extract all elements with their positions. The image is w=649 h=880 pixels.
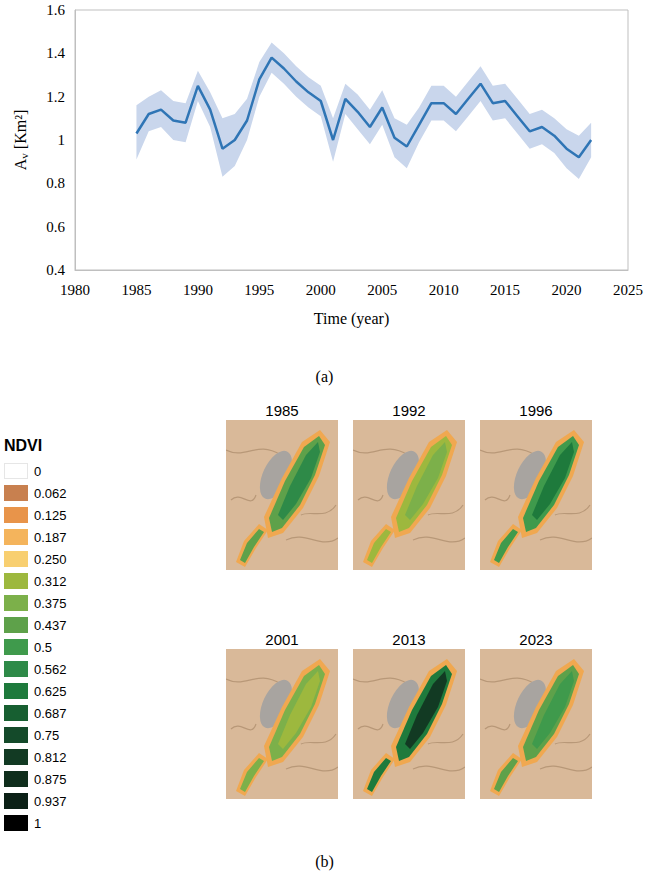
svg-text:2015: 2015 — [490, 282, 520, 298]
html-text:2013: 2013 — [392, 631, 426, 648]
html-text:1992: 1992 — [392, 402, 426, 419]
svg-text:[Km²]: [Km²] — [12, 110, 29, 153]
svg-text:v: v — [17, 153, 30, 159]
html-text:1996: 1996 — [519, 402, 553, 419]
html-text:0.562: 0.562 — [34, 661, 67, 677]
svg-text:0.8: 0.8 — [46, 175, 65, 191]
html-text:0: 0 — [34, 463, 42, 479]
svg-text:1.4: 1.4 — [46, 45, 65, 61]
svg-text:0.6: 0.6 — [46, 219, 65, 235]
html-text:0.312: 0.312 — [34, 573, 67, 589]
svg-text:1.2: 1.2 — [46, 89, 65, 105]
svg-text:2005: 2005 — [367, 282, 397, 298]
svg-text:Time (year): Time (year) — [314, 310, 389, 328]
svg-text:2010: 2010 — [429, 282, 459, 298]
html-text:0.375: 0.375 — [34, 595, 67, 611]
svg-text:1985: 1985 — [121, 282, 151, 298]
html-text:0.875: 0.875 — [34, 771, 67, 787]
html-text:2001: 2001 — [265, 631, 299, 648]
html-text:NDVI: NDVI — [4, 437, 43, 454]
svg-text:1.6: 1.6 — [46, 2, 65, 18]
html-text:(b): (b) — [315, 853, 334, 870]
svg-text:2025: 2025 — [613, 282, 643, 298]
html-text:0.812: 0.812 — [34, 749, 67, 765]
svg-text:0.4: 0.4 — [46, 262, 65, 278]
html-text:1985: 1985 — [265, 402, 299, 419]
html-text:0.687: 0.687 — [34, 705, 67, 721]
svg-text:2000: 2000 — [306, 282, 336, 298]
html-text:0.187: 0.187 — [34, 529, 67, 545]
html-text:0.75: 0.75 — [34, 727, 60, 743]
html-text:2023: 2023 — [519, 631, 553, 648]
html-text:0.125: 0.125 — [34, 507, 67, 523]
svg-text:1990: 1990 — [183, 282, 213, 298]
html-text:0.062: 0.062 — [34, 485, 67, 501]
html-text:0.625: 0.625 — [34, 683, 67, 699]
html-text:(a): (a) — [315, 368, 334, 385]
svg-text:1995: 1995 — [244, 282, 274, 298]
html-text:1: 1 — [34, 815, 42, 831]
html-text:0.937: 0.937 — [34, 793, 67, 809]
svg-text:1: 1 — [58, 132, 66, 148]
html-text:0.437: 0.437 — [34, 617, 67, 633]
html-text:0.5: 0.5 — [34, 639, 53, 655]
svg-text:A: A — [12, 158, 29, 170]
svg-text:2020: 2020 — [552, 282, 582, 298]
svg-text:1980: 1980 — [60, 282, 90, 298]
html-text:0.250: 0.250 — [34, 551, 67, 567]
